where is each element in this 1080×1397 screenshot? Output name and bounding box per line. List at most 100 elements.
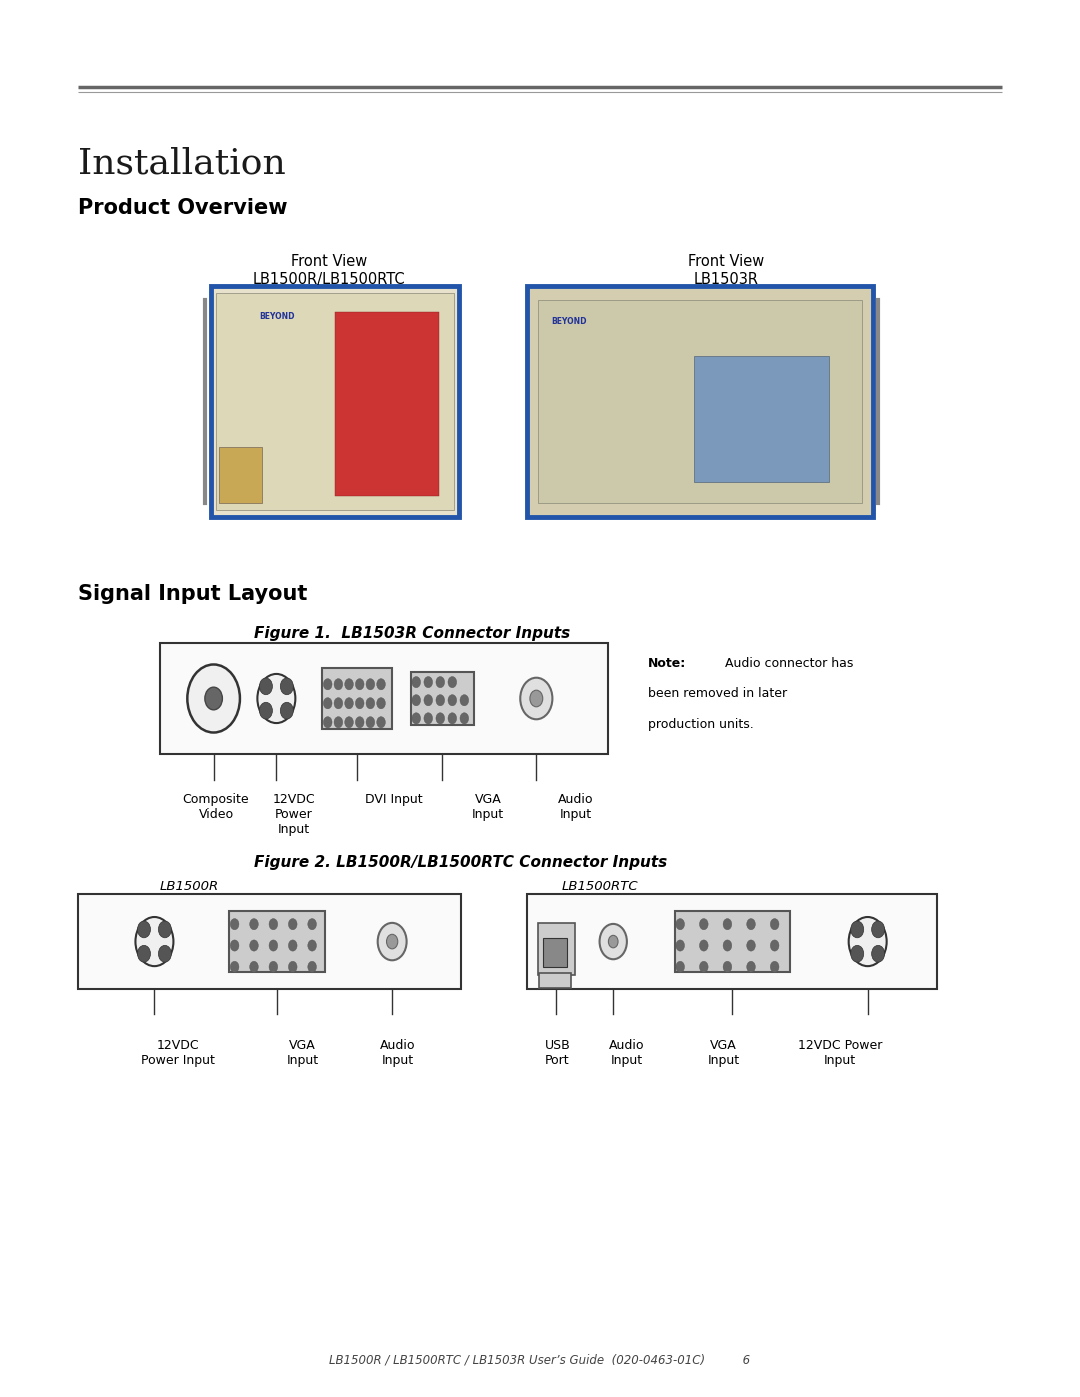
Circle shape xyxy=(323,679,332,690)
Circle shape xyxy=(249,919,258,930)
FancyBboxPatch shape xyxy=(335,312,440,496)
Circle shape xyxy=(724,919,732,930)
Text: Figure 2. LB1500R/LB1500RTC Connector Inputs: Figure 2. LB1500R/LB1500RTC Connector In… xyxy=(254,855,667,870)
Circle shape xyxy=(345,679,353,690)
Circle shape xyxy=(187,665,240,732)
Text: Product Overview: Product Overview xyxy=(78,198,287,218)
FancyBboxPatch shape xyxy=(322,668,392,729)
Circle shape xyxy=(334,697,342,708)
Circle shape xyxy=(599,923,626,960)
Text: Installation: Installation xyxy=(78,147,285,180)
Text: BEYOND: BEYOND xyxy=(259,312,295,320)
FancyBboxPatch shape xyxy=(527,894,937,989)
Circle shape xyxy=(436,676,445,687)
Text: DVI Input: DVI Input xyxy=(365,793,423,806)
Circle shape xyxy=(676,961,685,972)
Circle shape xyxy=(411,712,420,724)
Circle shape xyxy=(448,712,457,724)
Circle shape xyxy=(424,676,433,687)
Circle shape xyxy=(366,679,375,690)
Text: production units.: production units. xyxy=(648,718,754,731)
Text: LB1500R: LB1500R xyxy=(160,880,219,893)
Circle shape xyxy=(770,961,779,972)
Circle shape xyxy=(308,919,316,930)
Circle shape xyxy=(308,961,316,972)
Text: 12VDC
Power Input: 12VDC Power Input xyxy=(141,1039,215,1067)
Text: Audio connector has: Audio connector has xyxy=(721,657,854,669)
Text: Composite
Video: Composite Video xyxy=(183,793,249,821)
Text: Note:: Note: xyxy=(648,657,686,669)
Circle shape xyxy=(387,935,397,949)
Circle shape xyxy=(230,919,239,930)
Text: LB1500RTC: LB1500RTC xyxy=(562,880,638,893)
Circle shape xyxy=(460,712,469,724)
FancyBboxPatch shape xyxy=(527,286,873,517)
Circle shape xyxy=(746,961,755,972)
Circle shape xyxy=(377,697,386,708)
Text: USB
Port: USB Port xyxy=(544,1039,570,1067)
Circle shape xyxy=(378,923,406,960)
Circle shape xyxy=(257,673,295,724)
Circle shape xyxy=(259,678,272,694)
Circle shape xyxy=(355,697,364,708)
Text: VGA
Input: VGA Input xyxy=(707,1039,740,1067)
Text: Signal Input Layout: Signal Input Layout xyxy=(78,584,307,604)
Circle shape xyxy=(355,717,364,728)
Circle shape xyxy=(249,961,258,972)
Circle shape xyxy=(334,717,342,728)
Circle shape xyxy=(448,694,457,705)
Circle shape xyxy=(269,961,278,972)
Circle shape xyxy=(460,694,469,705)
Circle shape xyxy=(436,694,445,705)
Circle shape xyxy=(323,697,332,708)
Circle shape xyxy=(700,940,708,951)
Circle shape xyxy=(355,679,364,690)
Text: VGA
Input: VGA Input xyxy=(472,793,504,821)
Circle shape xyxy=(377,679,386,690)
Circle shape xyxy=(159,921,172,937)
Circle shape xyxy=(608,936,618,947)
Circle shape xyxy=(137,921,150,937)
Circle shape xyxy=(345,717,353,728)
FancyBboxPatch shape xyxy=(538,922,575,975)
Text: VGA
Input: VGA Input xyxy=(286,1039,319,1067)
Circle shape xyxy=(259,703,272,719)
Circle shape xyxy=(288,919,297,930)
FancyBboxPatch shape xyxy=(216,293,454,510)
Circle shape xyxy=(872,946,885,963)
Circle shape xyxy=(424,694,433,705)
Text: Audio
Input: Audio Input xyxy=(558,793,593,821)
Circle shape xyxy=(676,940,685,951)
Circle shape xyxy=(269,919,278,930)
Circle shape xyxy=(424,712,433,724)
Text: 12VDC Power
Input: 12VDC Power Input xyxy=(798,1039,882,1067)
FancyBboxPatch shape xyxy=(543,939,567,967)
FancyBboxPatch shape xyxy=(78,894,461,989)
Text: 12VDC
Power
Input: 12VDC Power Input xyxy=(272,793,315,837)
Circle shape xyxy=(872,921,885,937)
Circle shape xyxy=(281,703,294,719)
Circle shape xyxy=(269,940,278,951)
Circle shape xyxy=(281,678,294,694)
Text: Audio
Input: Audio Input xyxy=(609,1039,644,1067)
Circle shape xyxy=(377,717,386,728)
FancyBboxPatch shape xyxy=(539,974,571,988)
Circle shape xyxy=(230,940,239,951)
Text: Audio
Input: Audio Input xyxy=(380,1039,415,1067)
FancyBboxPatch shape xyxy=(410,672,473,725)
Circle shape xyxy=(521,678,552,719)
FancyBboxPatch shape xyxy=(211,286,459,517)
Circle shape xyxy=(205,687,222,710)
Circle shape xyxy=(159,946,172,963)
FancyBboxPatch shape xyxy=(675,911,789,972)
FancyBboxPatch shape xyxy=(219,447,262,503)
FancyBboxPatch shape xyxy=(694,356,829,482)
Circle shape xyxy=(366,717,375,728)
FancyBboxPatch shape xyxy=(160,643,608,754)
Circle shape xyxy=(851,921,864,937)
Text: been removed in later: been removed in later xyxy=(648,687,787,700)
Circle shape xyxy=(436,712,445,724)
Circle shape xyxy=(308,940,316,951)
Circle shape xyxy=(411,676,420,687)
Circle shape xyxy=(411,694,420,705)
